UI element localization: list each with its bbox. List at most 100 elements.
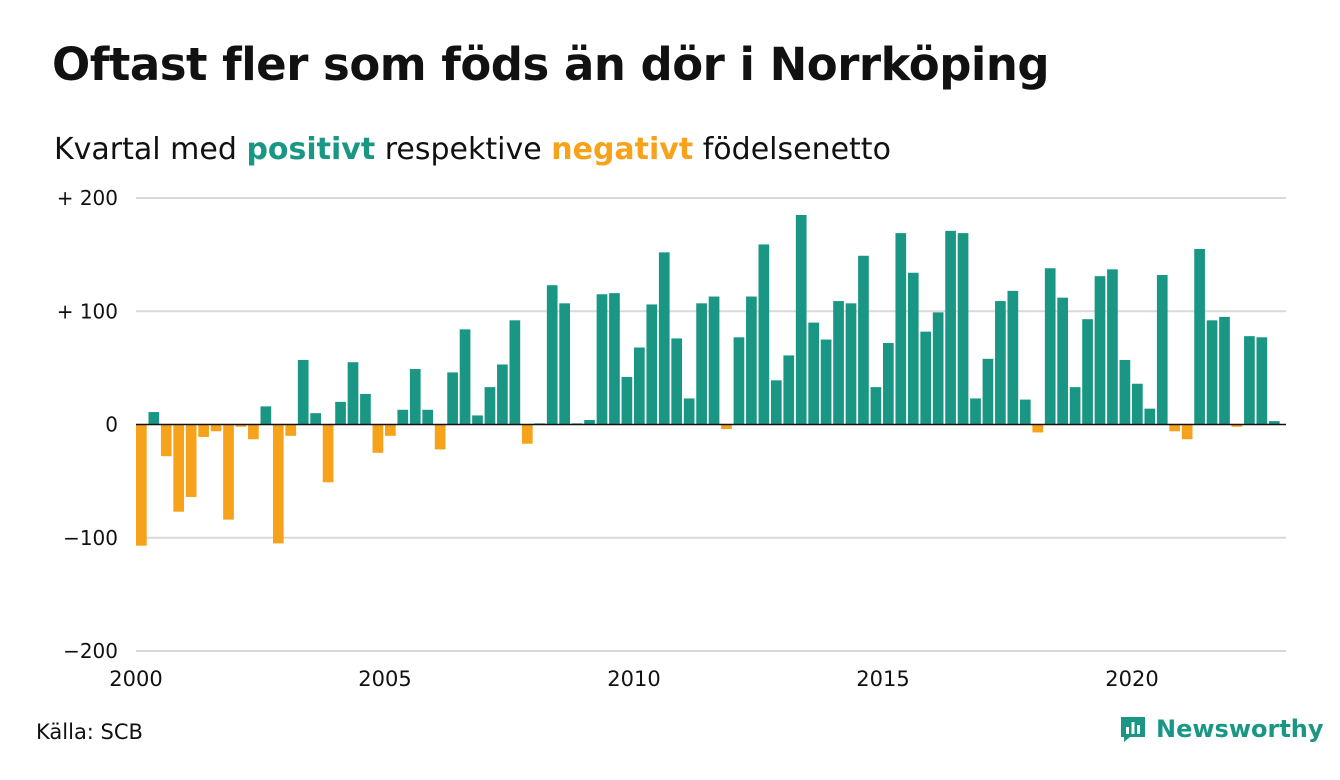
subtitle-mid: respektive (384, 132, 542, 167)
bar (596, 294, 608, 425)
bar (808, 322, 819, 425)
subtitle-post: födelsenetto (702, 132, 891, 167)
bar (1231, 424, 1243, 427)
bar (1144, 408, 1156, 425)
bar (223, 424, 234, 520)
y-tick-label: + 200 (57, 186, 118, 210)
bar (484, 387, 496, 425)
bar (1194, 248, 1205, 425)
bar (634, 347, 645, 425)
bar (970, 398, 981, 425)
bar (1044, 268, 1056, 425)
bar (1156, 275, 1168, 425)
chart-subtitle: Kvartal med positivt respektive negativt… (54, 132, 891, 167)
bar (559, 303, 570, 425)
bar (982, 358, 994, 425)
bar (920, 331, 932, 425)
bar (895, 233, 907, 425)
bar (409, 369, 421, 425)
bar (372, 424, 384, 453)
bar (385, 424, 396, 436)
bar (721, 424, 732, 430)
newsworthy-logo-icon (1121, 717, 1145, 742)
brand-name: Newsworthy (1156, 715, 1324, 743)
x-tick-label: 2005 (358, 667, 411, 691)
bar (1132, 383, 1143, 425)
y-tick-label: −200 (63, 639, 118, 663)
bar (1119, 359, 1131, 425)
bar (285, 424, 297, 436)
bar (335, 401, 346, 425)
bar (422, 409, 434, 425)
bar (758, 244, 770, 425)
subtitle-negative-label: negativt (551, 132, 694, 167)
bar (1206, 320, 1218, 425)
bar (683, 398, 695, 425)
bar (310, 413, 321, 425)
bar (646, 304, 658, 425)
bar (1268, 421, 1280, 425)
y-tick-label: + 100 (57, 299, 118, 323)
bar (584, 419, 595, 425)
chart-title: Oftast fler som föds än dör i Norrköping (52, 38, 1050, 91)
bar (1169, 424, 1181, 432)
x-tick-label: 2010 (607, 667, 660, 691)
y-tick-label: 0 (105, 413, 118, 437)
subtitle-pre: Kvartal med (54, 132, 237, 167)
bar (397, 409, 409, 425)
source-note: Källa: SCB (36, 720, 143, 744)
bar (883, 342, 894, 425)
subtitle-positive-label: positivt (246, 132, 376, 167)
bar (260, 406, 272, 425)
bar (185, 424, 197, 497)
bar (1057, 297, 1068, 425)
bar (1219, 316, 1230, 425)
bar (198, 424, 209, 437)
bar (447, 372, 458, 425)
bar (945, 230, 956, 425)
bar (1007, 290, 1019, 425)
bar (696, 303, 707, 425)
bar (621, 376, 633, 425)
bar (995, 301, 1006, 425)
bar (957, 233, 969, 425)
bar (1032, 424, 1044, 433)
bar (509, 320, 521, 425)
bar (1256, 337, 1268, 425)
bar (297, 359, 309, 425)
x-tick-label: 2020 (1105, 667, 1158, 691)
bar (546, 285, 558, 425)
bar (1094, 276, 1106, 425)
bar (820, 339, 832, 425)
bar (1107, 269, 1118, 425)
bar (497, 364, 508, 425)
y-tick-label: −100 (63, 526, 118, 550)
bar (459, 329, 471, 425)
bar (1019, 399, 1031, 425)
bar (658, 252, 670, 425)
bar (347, 362, 359, 425)
bar (521, 424, 533, 444)
bar (609, 293, 620, 425)
bar (360, 393, 371, 425)
bar (671, 338, 683, 425)
bar (770, 380, 782, 425)
bar (136, 424, 147, 546)
bar (235, 424, 247, 427)
bar (160, 424, 172, 457)
bar (210, 424, 222, 432)
bar (795, 214, 807, 425)
bar (870, 387, 882, 425)
bar (783, 355, 795, 425)
x-tick-label: 2015 (856, 667, 909, 691)
bar (746, 296, 757, 425)
bar (833, 301, 844, 425)
brand-logo: Newsworthy (1118, 714, 1324, 744)
bar (148, 412, 160, 425)
bar (173, 424, 185, 512)
bar (248, 424, 259, 440)
bar (845, 303, 857, 425)
bar (733, 337, 745, 425)
x-tick-label: 2000 (109, 667, 162, 691)
bar (1069, 387, 1081, 425)
